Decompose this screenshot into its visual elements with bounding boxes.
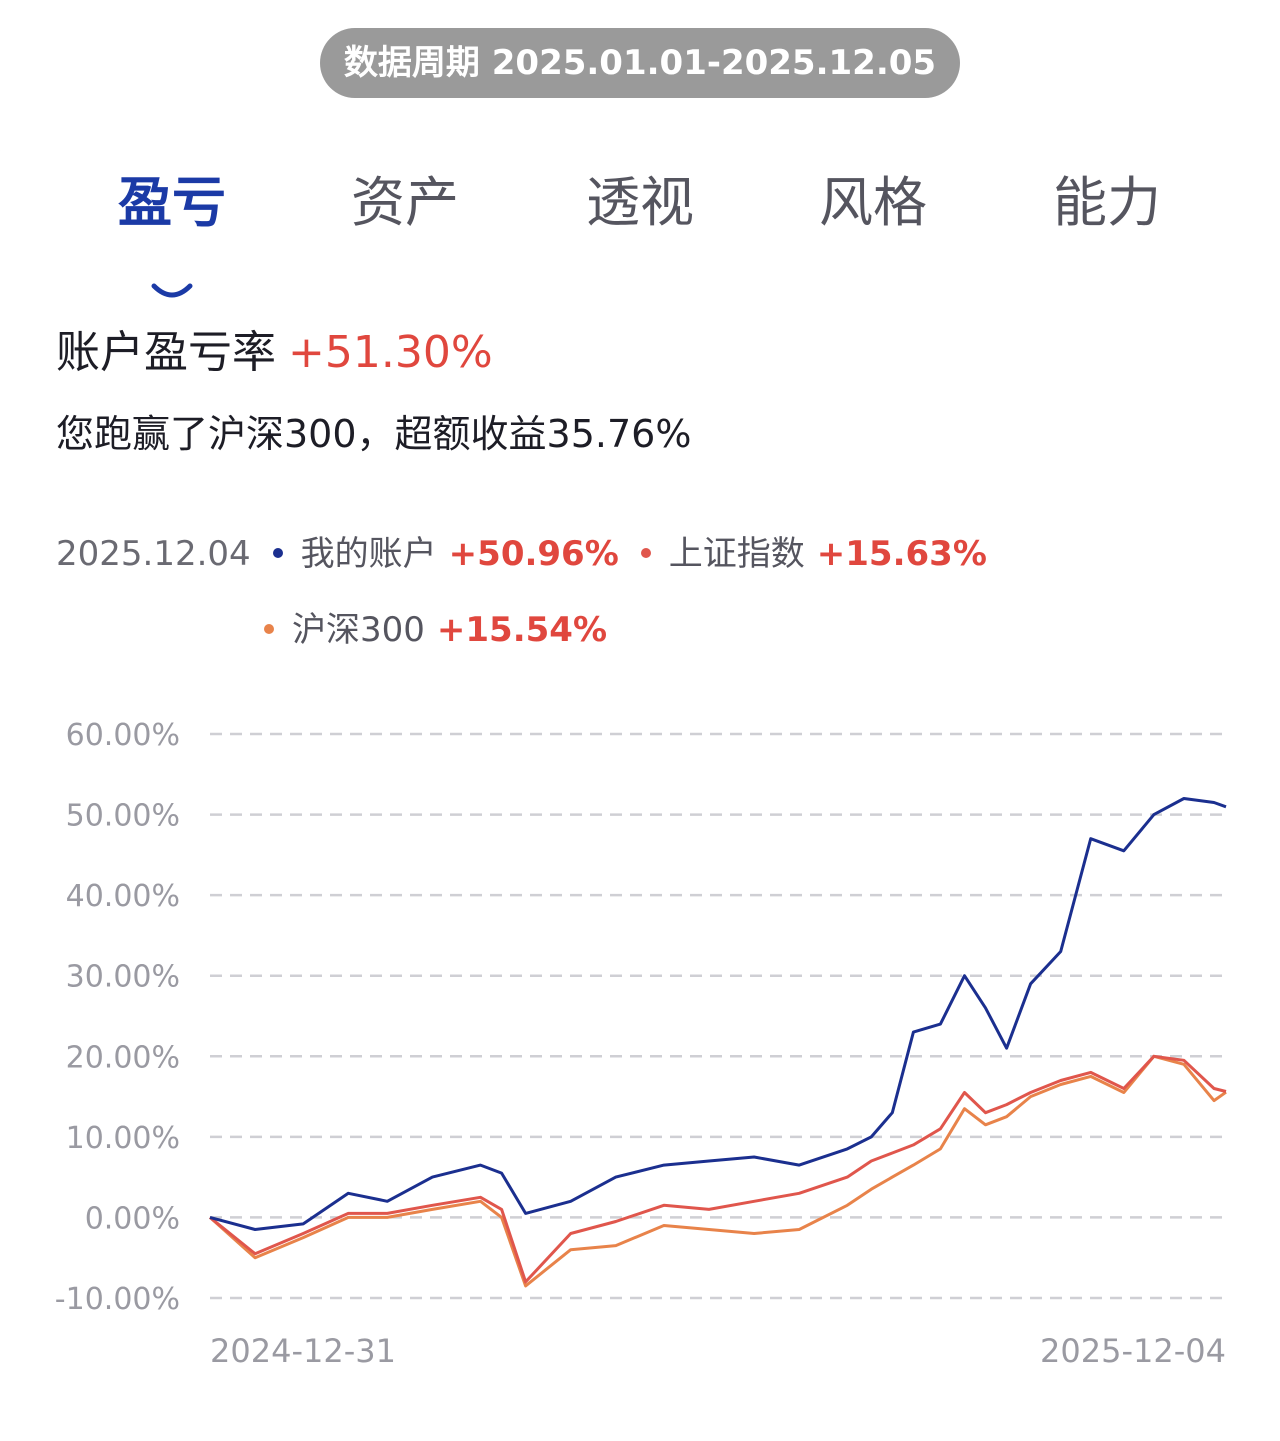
return-line-chart[interactable]: 60.00% 50.00% 40.00% 30.00% 20.00% 10.00% 0.00… [0,698,1280,1398]
benchmark-comparison: 您跑赢了沪深300，超额收益35.76% [56,412,692,456]
account-return-value: +51.30% [288,327,493,378]
tab-style[interactable]: 风格 [819,171,927,234]
series-dot-icon [272,547,283,558]
series-line-csi300 [209,1054,1227,1288]
account-return: 账户盈亏率 +51.30% [56,323,493,383]
y-tick-label: 20.00% [66,1040,180,1075]
tab-ability[interactable]: 能力 [1053,171,1161,234]
legend-row-2: 沪深300 +15.54% [242,606,607,654]
x-tick-label: 2025-12-04 [1040,1332,1226,1370]
y-tick-label: 30.00% [66,960,180,995]
series-dot-icon [264,623,274,634]
tab-perspective[interactable]: 透视 [586,171,694,234]
y-tick-label: -10.00% [55,1282,180,1317]
tab-bar: 盈亏 资产 透视 风格 能力 [0,168,1280,298]
y-tick-label: 40.00% [66,879,180,914]
y-tick-label: 50.00% [66,799,180,834]
analysis-card: 盈亏 资产 透视 风格 能力 账户盈亏率 +51.30% 您跑赢了沪深300，超额… [0,118,1280,1441]
active-tab-indicator [151,283,193,298]
series-line-shanghai [209,1054,1227,1284]
y-tick-label: 0.00% [85,1201,180,1236]
tab-assets[interactable]: 资产 [351,171,459,234]
legend-item-csi300: 沪深300 +15.54% [242,606,607,654]
account-return-label: 账户盈亏率 [56,327,276,378]
series-line-account [209,797,1227,1231]
y-tick-label: 10.00% [66,1121,180,1156]
legend-item-account: 我的账户 +50.96% [251,530,619,578]
legend-item-shanghai: 上证指数 +15.63% [619,530,987,578]
legend-row-1: 2025.12.04 我的账户 +50.96% 上证指数 +15.63% [56,530,987,578]
legend-date: 2025.12.04 [56,534,251,574]
x-tick-label: 2024-12-31 [210,1332,396,1370]
series-dot-icon [640,547,651,558]
y-tick-label: 60.00% [66,718,180,753]
data-period-badge: 数据周期 2025.01.01-2025.12.05 [320,28,960,98]
tab-profit-loss[interactable]: 盈亏 [118,171,226,234]
